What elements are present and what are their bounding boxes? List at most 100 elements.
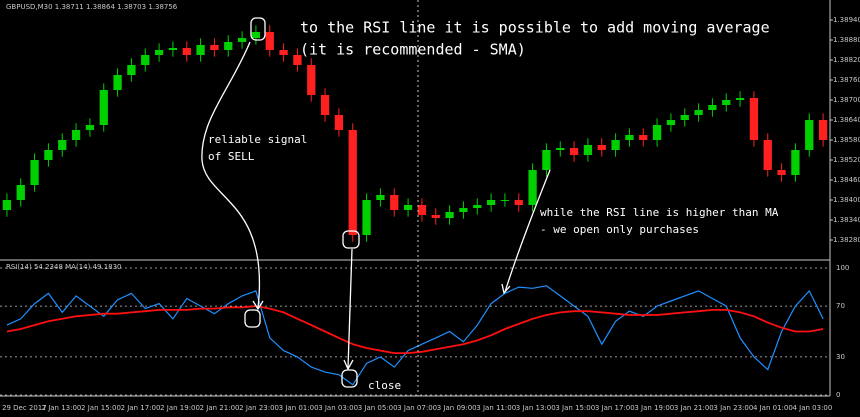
candle-body (514, 200, 523, 205)
x-tick-label: 3 Jan 17:00 (595, 404, 635, 412)
candle-body (680, 115, 689, 120)
arrow (347, 248, 353, 369)
x-tick-label: 3 Jan 11:00 (476, 404, 516, 412)
candle-body (376, 195, 385, 200)
x-tick-label: 3 Jan 09:00 (437, 404, 477, 412)
candle-body (528, 170, 537, 205)
x-tick-label: 3 Jan 15:00 (555, 404, 595, 412)
annotation: reliable signal (208, 133, 307, 146)
x-tick-label: 2 Jan 17:00 (121, 404, 161, 412)
x-tick-label: 2 Jan 13:00 (42, 404, 82, 412)
candle-body (85, 125, 95, 130)
candle-body (708, 105, 717, 110)
arrow (504, 169, 551, 293)
candle-body (777, 170, 786, 175)
y-tick-label: 1.38580 (833, 136, 860, 144)
x-tick-label: 3 Jan 23:00 (713, 404, 753, 412)
candle-body (611, 140, 620, 150)
arrowhead (343, 359, 354, 371)
y-tick-label: 100 (836, 264, 849, 272)
marker (342, 230, 360, 249)
y-tick-label: 1.38520 (833, 156, 860, 164)
x-tick-label: 4 Jan 01:00 (753, 404, 793, 412)
candle-body (293, 55, 302, 65)
annotation: while the RSI line is higher than MA (540, 206, 779, 219)
candle-body (569, 148, 579, 155)
candle-body (348, 130, 357, 235)
candle-body (307, 65, 316, 95)
candle-body (265, 32, 274, 50)
candle-body (251, 32, 261, 38)
candle-body (486, 200, 496, 205)
x-tick-label: 3 Jan 01:00 (279, 404, 319, 412)
candle-body (196, 45, 205, 55)
candle-body (459, 208, 468, 212)
y-tick-label: 1.38340 (833, 216, 860, 224)
x-tick-label: 2 Jan 19:00 (160, 404, 200, 412)
candle-body (639, 135, 648, 140)
plot-layer: 1.38940 1.38880 1.38820 1.38760 1.38700 1.386… (0, 16, 860, 412)
candle-body (694, 110, 703, 115)
candle-body (763, 140, 772, 170)
candle-body (279, 50, 288, 55)
candle-body (237, 38, 247, 42)
y-tick-label: 0 (836, 391, 840, 399)
candle-body (749, 98, 759, 140)
candle-body (2, 200, 12, 210)
candle-body (44, 150, 53, 160)
x-tick-label: 3 Jan 05:00 (358, 404, 398, 412)
candle-body (403, 205, 413, 210)
candle-body (735, 98, 745, 100)
indicator-line (6, 305, 824, 354)
x-tick-label: 3 Jan 21:00 (674, 404, 714, 412)
y-tick-label: 1.38820 (833, 56, 860, 64)
candle-body (154, 50, 164, 55)
y-tick-label: 1.38400 (833, 196, 860, 204)
candle-body (722, 100, 731, 105)
y-tick-label: 1.38760 (833, 76, 860, 84)
candle-body (390, 195, 399, 210)
candle-body (417, 205, 427, 215)
y-tick-label: 1.38940 (833, 16, 860, 24)
candle-body (583, 145, 593, 155)
x-tick-label: 3 Jan 07:00 (397, 404, 437, 412)
y-tick-label: 1.38280 (833, 236, 860, 244)
marker (250, 17, 266, 41)
marker (244, 309, 261, 328)
annotation: - we open only purchases (540, 223, 699, 236)
marker (341, 369, 358, 388)
y-tick-label: 1.38460 (833, 176, 860, 184)
candle-body (113, 75, 122, 90)
indicator-line (6, 285, 824, 386)
x-tick-label: 29 Dec 2017 (2, 404, 47, 412)
candle-body (473, 205, 482, 208)
x-tick-label: 3 Jan 19:00 (634, 404, 674, 412)
y-tick-label: 30 (836, 353, 845, 361)
indicator-title: RSI(14) 54.2348 MA(14) 49.1830 (6, 263, 122, 271)
x-tick-label: 3 Jan 03:00 (318, 404, 358, 412)
x-tick-label: 3 Jan 13:00 (516, 404, 556, 412)
x-tick-label: 2 Jan 21:00 (200, 404, 240, 412)
annotation-markers (201, 17, 551, 388)
candle-body (168, 48, 178, 50)
candle-body (30, 160, 39, 185)
y-tick-label: 70 (836, 302, 845, 310)
x-tick-label: 4 Jan 03:00 (792, 404, 832, 412)
arrowhead (252, 300, 264, 311)
candle-body (500, 200, 510, 201)
y-tick-label: 1.38700 (833, 96, 860, 104)
candle-body (556, 148, 565, 150)
candle-body (431, 215, 440, 218)
candle-body (652, 125, 662, 140)
candle-body (362, 200, 371, 235)
candle-body (182, 48, 191, 55)
y-tick-label: 1.38880 (833, 36, 860, 44)
candle-body (127, 65, 136, 75)
candle-body (625, 135, 634, 140)
candle-body (666, 120, 676, 125)
annotation: close (368, 379, 401, 392)
annotation: (it is recommended - SMA) (300, 41, 526, 59)
